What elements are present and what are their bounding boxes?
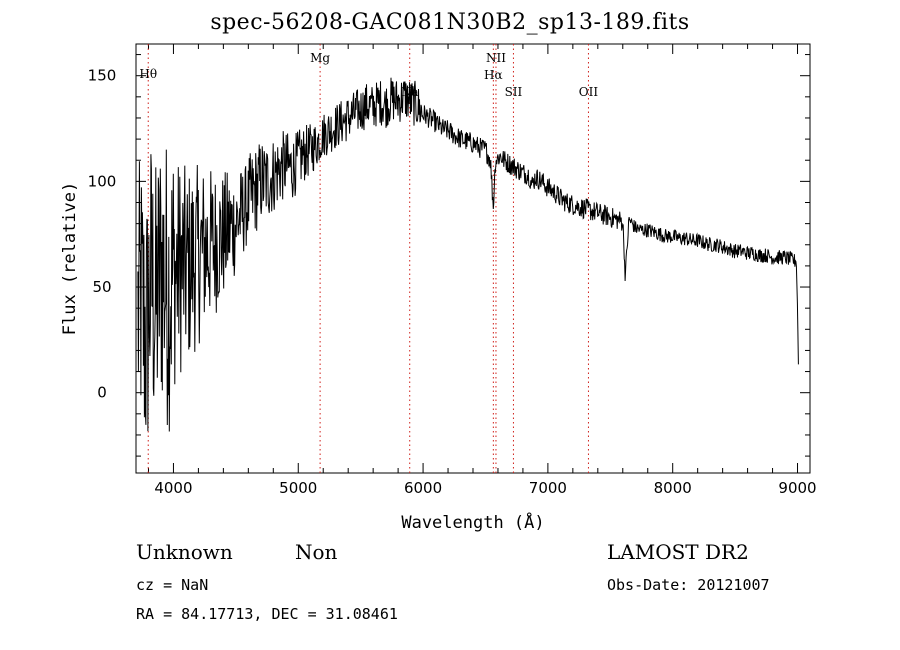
spectrum-line: [137, 77, 799, 432]
y-tick-label: 50: [92, 278, 111, 296]
plot-frame: [135, 43, 811, 474]
cz-value: cz = NaN: [136, 576, 209, 594]
y-tick-label: 150: [88, 67, 117, 85]
line-label: OII: [579, 85, 599, 99]
y-tick-label: 0: [97, 384, 107, 402]
x-tick-label: 8000: [654, 479, 692, 497]
line-label: NII: [486, 51, 506, 65]
x-tick-label: 4000: [154, 479, 192, 497]
line-label: Hα: [484, 68, 503, 82]
x-tick-label: 5000: [279, 479, 317, 497]
survey-label: LAMOST DR2: [607, 540, 749, 564]
line-label: Hθ: [139, 67, 157, 81]
object-class: Unknown: [136, 540, 233, 564]
line-label: Mg: [310, 51, 330, 65]
obs-date: Obs-Date: 20121007: [607, 576, 770, 594]
x-tick-label: 9000: [778, 479, 816, 497]
x-axis-label: Wavelength (Å): [401, 511, 544, 533]
y-tick-label: 100: [88, 172, 117, 190]
x-tick-label: 6000: [404, 479, 442, 497]
line-label: SII: [505, 85, 523, 99]
chart-title: spec-56208-GAC081N30B2_sp13-189.fits: [210, 10, 690, 35]
coordinates: RA = 84.17713, DEC = 31.08461: [136, 605, 398, 623]
y-axis-label: Flux (relative): [60, 182, 80, 336]
object-subclass: Non: [295, 540, 338, 564]
x-tick-label: 7000: [529, 479, 567, 497]
